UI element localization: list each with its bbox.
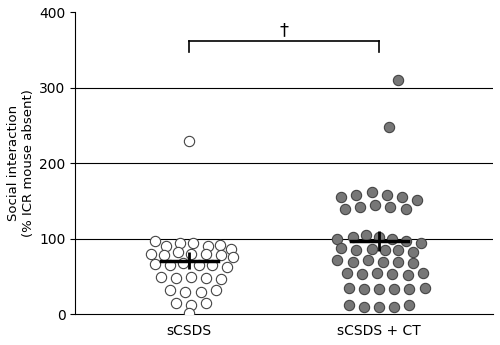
Point — [187, 302, 195, 307]
Point — [227, 246, 235, 252]
Point — [204, 244, 212, 249]
Point — [390, 287, 398, 292]
Point — [334, 257, 342, 263]
Point — [352, 192, 360, 198]
Point — [223, 264, 231, 269]
Point — [375, 234, 383, 239]
Point — [368, 246, 376, 252]
Point — [218, 253, 226, 258]
Point — [417, 240, 425, 245]
Point — [356, 204, 364, 210]
Point — [381, 247, 389, 253]
Point — [410, 249, 418, 255]
Point — [402, 206, 409, 211]
Point — [172, 275, 180, 281]
Point — [151, 261, 159, 267]
Point — [394, 78, 402, 83]
Point — [176, 240, 184, 245]
Point — [343, 270, 351, 276]
Point — [208, 263, 216, 268]
Point — [348, 234, 356, 239]
Point — [187, 251, 195, 257]
Point — [360, 287, 368, 292]
Point — [172, 300, 180, 306]
Point — [334, 236, 342, 241]
Point — [341, 206, 349, 211]
Point — [174, 250, 182, 255]
Point — [375, 304, 383, 309]
Point — [368, 189, 376, 195]
Point — [337, 245, 345, 251]
Point — [388, 236, 396, 241]
Point — [384, 125, 392, 130]
Point — [404, 272, 411, 278]
Point — [364, 257, 372, 263]
Point — [212, 287, 220, 293]
Point — [386, 204, 394, 210]
Point — [419, 270, 427, 276]
Point — [402, 238, 409, 244]
Point — [166, 263, 174, 268]
Point — [162, 244, 170, 249]
Point — [382, 192, 390, 198]
Point — [202, 275, 210, 281]
Point — [202, 300, 210, 306]
Text: †: † — [280, 21, 288, 39]
Point — [196, 289, 204, 294]
Point — [352, 247, 360, 253]
Point — [388, 272, 396, 277]
Point — [379, 259, 387, 264]
Point — [202, 251, 210, 257]
Point — [373, 270, 381, 276]
Point — [394, 259, 402, 264]
Point — [398, 195, 406, 200]
Point — [160, 253, 168, 258]
Point — [218, 276, 226, 282]
Point — [166, 287, 174, 293]
Y-axis label: Social interaction
(% ICR mouse absent): Social interaction (% ICR mouse absent) — [7, 89, 35, 237]
Point — [420, 285, 428, 291]
Point — [360, 304, 368, 309]
Point — [337, 195, 345, 200]
Point — [375, 287, 383, 292]
Point — [406, 287, 413, 292]
Point — [413, 197, 421, 203]
Point — [344, 303, 352, 308]
Point — [372, 202, 380, 208]
Point — [194, 263, 202, 268]
Point — [156, 274, 164, 279]
Point — [410, 260, 418, 266]
Point — [187, 274, 195, 279]
Point — [358, 272, 366, 277]
Point — [344, 285, 352, 291]
Point — [189, 240, 197, 245]
Point — [229, 254, 237, 260]
Point — [406, 303, 413, 308]
Point — [182, 289, 190, 294]
Point — [180, 260, 188, 266]
Point — [151, 238, 159, 244]
Point — [147, 251, 155, 257]
Point — [394, 247, 402, 253]
Point — [185, 138, 193, 144]
Point — [348, 259, 356, 264]
Point — [216, 242, 224, 248]
Point — [390, 304, 398, 309]
Point — [362, 232, 370, 238]
Point — [185, 310, 193, 316]
